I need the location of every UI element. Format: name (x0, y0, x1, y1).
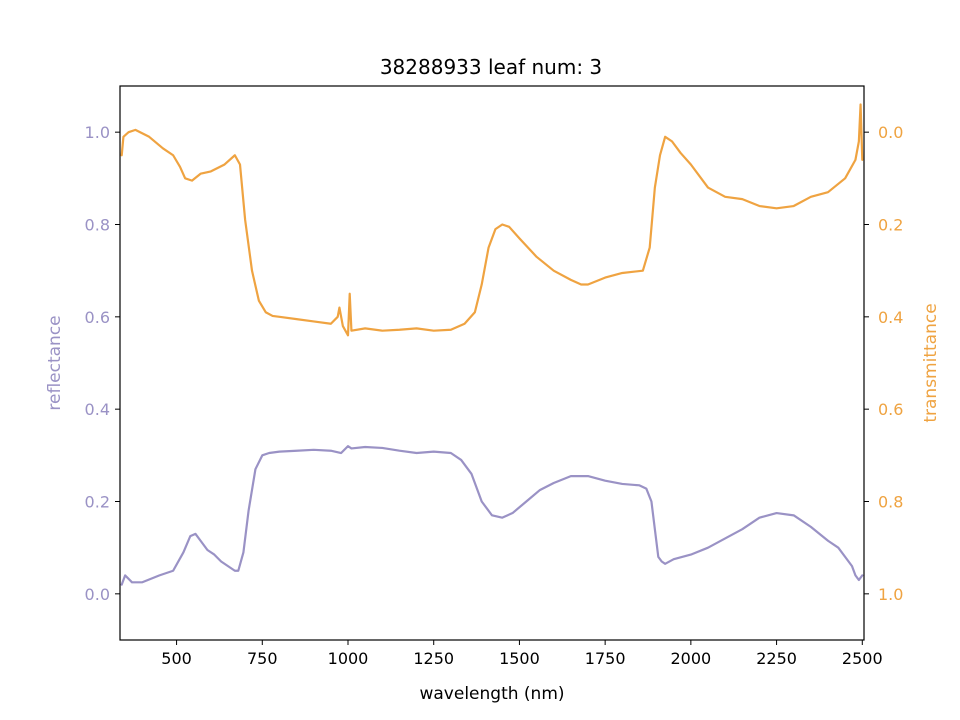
x-tick-label: 2250 (756, 649, 797, 668)
right-y-tick-label: 0.4 (878, 308, 903, 327)
left-y-tick-label: 1.0 (85, 123, 110, 142)
left-y-tick-label: 0.4 (85, 400, 110, 419)
x-axis-label: wavelength (nm) (419, 684, 564, 704)
left-y-axis: 0.0 0.2 0.4 0.6 0.8 1.0 (85, 123, 120, 604)
right-y-axis: 0.0 0.2 0.4 0.6 0.8 1.0 (864, 123, 903, 604)
chart-title: 38288933 leaf num: 3 (380, 55, 602, 79)
left-y-tick-label: 0.6 (85, 308, 110, 327)
x-tick-label: 750 (247, 649, 278, 668)
x-tick-label: 1250 (413, 649, 454, 668)
transmittance-series-line (120, 103, 864, 337)
x-tick-label: 2500 (842, 649, 883, 668)
x-tick-label: 1500 (499, 649, 540, 668)
plot-frame (119, 85, 865, 641)
right-axis-label: transmittance (921, 303, 941, 422)
series-layer (120, 103, 864, 586)
x-tick-label: 2000 (670, 649, 711, 668)
right-y-tick-label: 1.0 (878, 585, 903, 604)
x-axis: 500 750 1000 1250 1500 1750 2000 2250 2500 (161, 640, 883, 668)
right-y-tick-label: 0.6 (878, 400, 903, 419)
reflectance-series-line (120, 445, 864, 586)
right-y-tick-label: 0.0 (878, 123, 903, 142)
right-y-tick-label: 0.8 (878, 493, 903, 512)
left-y-tick-label: 0.8 (85, 216, 110, 235)
left-axis-label: reflectance (45, 315, 65, 410)
left-y-tick-label: 0.0 (85, 585, 110, 604)
x-tick-label: 500 (161, 649, 192, 668)
x-tick-label: 1750 (585, 649, 626, 668)
x-tick-label: 1000 (328, 649, 369, 668)
left-y-tick-label: 0.2 (85, 493, 110, 512)
right-y-tick-label: 0.2 (878, 216, 903, 235)
